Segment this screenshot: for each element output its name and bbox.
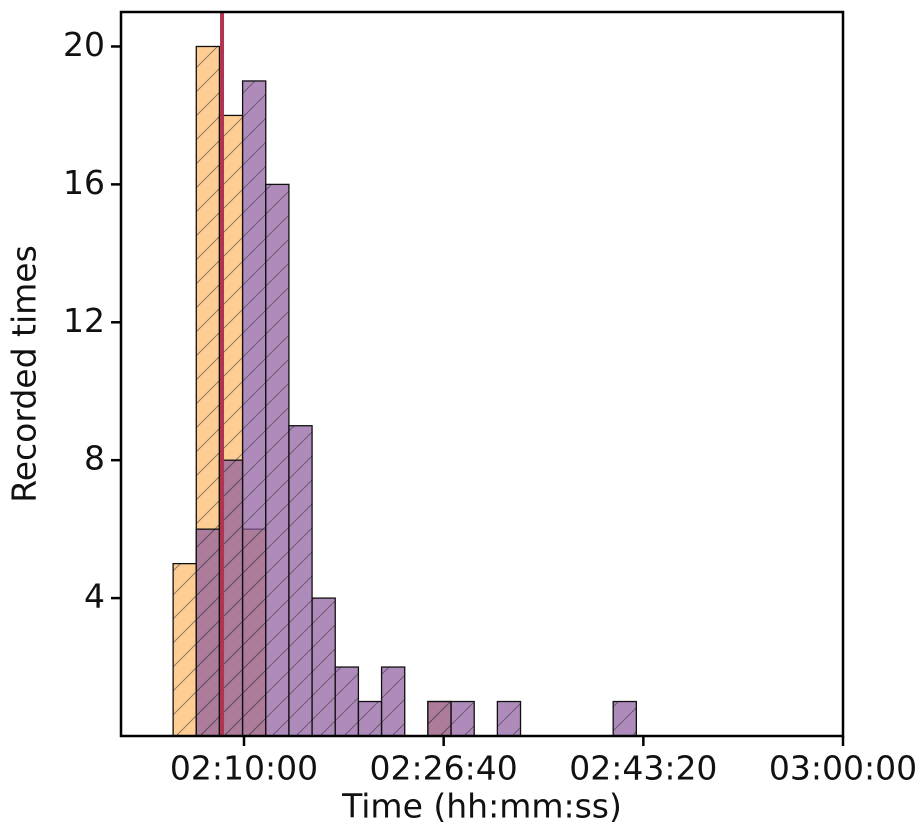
y-tick-label: 4 (84, 577, 105, 616)
bars (172, 12, 637, 737)
y-tick-label: 16 (63, 163, 105, 202)
bar-hatch (612, 700, 637, 737)
y-tick-label: 20 (63, 25, 105, 64)
x-tick-label: 03:00:00 (769, 749, 917, 788)
y-tick-label: 8 (84, 439, 105, 478)
y-tick-label: 12 (63, 301, 105, 340)
x-tick-label: 02:26:40 (370, 749, 518, 788)
bar-hatch (380, 666, 406, 737)
bar-hatch (334, 666, 360, 737)
bar-hatch (311, 597, 336, 737)
bar-hatch (357, 700, 383, 737)
y-axis-label: Recorded times (5, 245, 44, 503)
x-axis-label: Time (hh:mm:ss) (341, 787, 622, 825)
bar-hatch (288, 425, 313, 737)
bar-hatch (496, 700, 522, 737)
plot-frame (119, 10, 845, 738)
bar-hatch (265, 183, 290, 737)
x-tick-label: 02:10:00 (170, 749, 318, 788)
bar-hatch (450, 700, 475, 737)
bar-hatch (172, 562, 197, 737)
bar-hatch (195, 528, 221, 737)
bar-hatch (427, 700, 452, 737)
x-tick-label: 02:43:20 (569, 749, 717, 788)
bar-hatch (241, 80, 267, 737)
